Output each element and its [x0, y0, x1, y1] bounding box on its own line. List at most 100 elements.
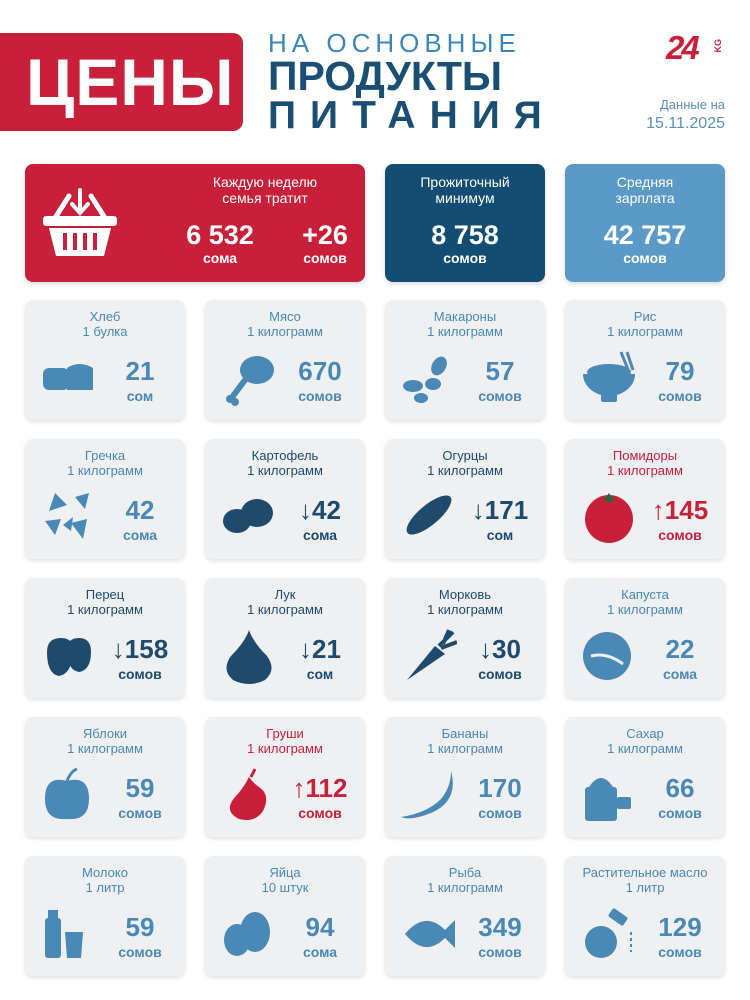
price-value: 158: [124, 634, 169, 664]
price-value: 21: [125, 356, 155, 386]
price-value: 170: [478, 773, 522, 803]
product-unit: 1 килограмм: [607, 463, 683, 478]
product-price: 129: [635, 912, 725, 942]
product-card: Огурцы 1 килограмм ↓171 сом: [385, 439, 545, 559]
product-currency: сомов: [478, 666, 522, 682]
product-name: Яйца: [269, 865, 301, 880]
product-card: Помидоры 1 килограмм ↑145 сомов: [565, 439, 725, 559]
product-price: 170: [455, 773, 545, 803]
product-name: Груши: [266, 726, 304, 741]
product-unit: 1 килограмм: [247, 741, 323, 756]
price-value: 21: [312, 634, 341, 664]
title-banner: ЦЕНЫ: [0, 33, 243, 131]
apple-icon: [41, 767, 97, 823]
product-name: Бананы: [441, 726, 489, 741]
product-card: Гречка 1 килограмм 42 сома: [25, 439, 185, 559]
product-card: Рис 1 килограмм 79 сомов: [565, 300, 725, 420]
cucumber-icon: [401, 489, 457, 545]
product-currency: сомов: [658, 805, 702, 821]
product-currency: сома: [302, 944, 338, 960]
subtitle-line-3: ПИТАНИЯ: [268, 94, 556, 137]
date-value: 15.11.2025: [646, 115, 725, 132]
product-price: 57: [455, 356, 545, 386]
product-currency: сомов: [298, 388, 342, 404]
product-name: Хлеб: [89, 309, 121, 324]
cabbage-icon: [581, 628, 637, 684]
product-unit: 1 килограмм: [427, 602, 503, 617]
product-name: Перец: [85, 587, 125, 602]
product-card: Яйца 10 штук 94 сома: [205, 856, 365, 976]
product-card: Морковь 1 килограмм ↓30 сомов: [385, 578, 545, 698]
price-value: 42: [125, 495, 155, 525]
product-price: ↑112: [275, 773, 365, 803]
price-value: 145: [664, 495, 709, 525]
product-name: Огурцы: [442, 448, 488, 463]
onion-icon: [221, 628, 277, 684]
price-value: 349: [478, 912, 522, 942]
price-value: 94: [305, 912, 335, 942]
price-value: 66: [665, 773, 695, 803]
product-price: 66: [635, 773, 725, 803]
product-card: Рыба 1 килограмм 349 сомов: [385, 856, 545, 976]
price-value: 42: [312, 495, 341, 525]
product-card: Сахар 1 килограмм 66 сомов: [565, 717, 725, 837]
price-value: 59: [125, 912, 155, 942]
sugar-icon: [581, 767, 637, 823]
product-card: Молоко 1 литр 59 сомов: [25, 856, 185, 976]
product-name: Гречка: [84, 448, 126, 463]
product-name: Макароны: [433, 309, 497, 324]
product-unit: 1 килограмм: [67, 463, 143, 478]
pear-icon: [221, 767, 277, 823]
weekly-unit: сома: [202, 250, 238, 266]
product-name: Помидоры: [612, 448, 678, 463]
meat-icon: [221, 350, 277, 406]
product-currency: сомов: [658, 527, 702, 543]
salary-unit: сомов: [623, 250, 667, 266]
product-unit: 1 литр: [85, 880, 125, 895]
oil-bottle-icon: [581, 906, 637, 962]
product-currency: сом: [126, 388, 154, 404]
product-currency: сомов: [478, 805, 522, 821]
product-card: Лук 1 килограмм ↓21 сом: [205, 578, 365, 698]
product-price: 22: [635, 634, 725, 664]
product-name: Растительное масло: [582, 865, 708, 880]
buckwheat-icon: [41, 489, 97, 545]
subtitle-line-1: НА ОСНОВНЫЕ: [268, 28, 521, 58]
product-name: Молоко: [82, 865, 128, 880]
price-value: 171: [484, 495, 529, 525]
product-currency: сомов: [478, 944, 522, 960]
rice-bowl-icon: [581, 350, 637, 406]
product-unit: 1 килограмм: [247, 602, 323, 617]
product-name: Морковь: [438, 587, 492, 602]
trend-arrow: ↑: [651, 495, 665, 525]
product-currency: сома: [302, 527, 338, 543]
product-price: 42: [95, 495, 185, 525]
weekly-value: 6 532: [186, 220, 254, 250]
product-card: Хлеб 1 булка 21 сом: [25, 300, 185, 420]
bread-icon: [41, 350, 97, 406]
page-title: ЦЕНЫ: [26, 45, 235, 119]
product-card: Растительное масло 1 литр 129 сомов: [565, 856, 725, 976]
tomato-icon: [581, 489, 637, 545]
product-name: Сахар: [626, 726, 664, 741]
price-value: 129: [658, 912, 702, 942]
product-card: Яблоки 1 килограмм 59 сомов: [25, 717, 185, 837]
product-name: Капуста: [621, 587, 669, 602]
product-price: 94: [275, 912, 365, 942]
product-price: 59: [95, 912, 185, 942]
product-name: Рыба: [448, 865, 482, 880]
product-price: ↓30: [455, 634, 545, 664]
product-name: Картофель: [251, 448, 319, 463]
product-card: Мясо 1 килограмм 670 сомов: [205, 300, 365, 420]
product-unit: 1 килограмм: [427, 880, 503, 895]
logo: 24 KG: [666, 30, 728, 68]
trend-arrow: ↓: [299, 634, 313, 664]
product-price: 349: [455, 912, 545, 942]
product-unit: 1 килограмм: [247, 463, 323, 478]
product-name: Лук: [274, 587, 296, 602]
price-value: 670: [298, 356, 342, 386]
product-name: Рис: [633, 309, 657, 324]
product-card: Капуста 1 килограмм 22 сома: [565, 578, 725, 698]
product-unit: 1 килограмм: [67, 602, 143, 617]
subtitle-line-2: ПРОДУКТЫ: [268, 53, 503, 99]
